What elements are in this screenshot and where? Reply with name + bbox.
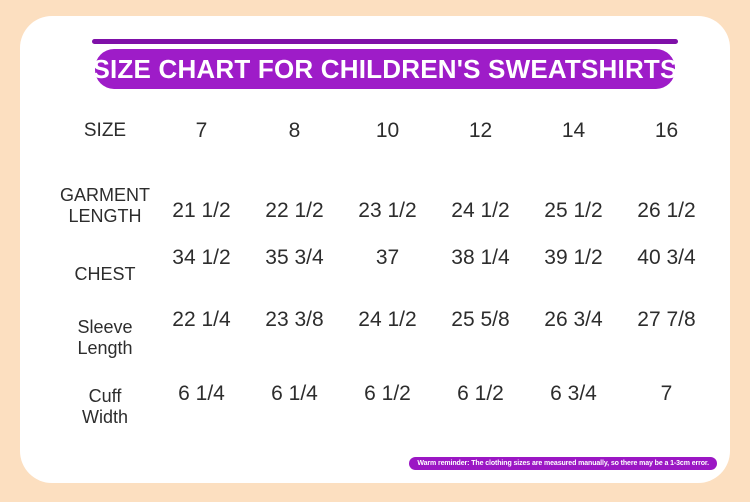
chest-size-16: 40 3/4: [637, 246, 696, 269]
page-title: SIZE CHART FOR CHILDREN'S SWEATSHIRTS: [92, 49, 677, 89]
table-row-sleeve-length: Sleeve Length 22 1/4 23 3/8 24 1/2 25 5/…: [55, 294, 713, 364]
garment-length-size-16: 26 1/2: [637, 199, 696, 222]
warm-reminder-note: Warm reminder: The clothing sizes are me…: [409, 457, 717, 470]
table-header-row: SIZE 7 8 10 12 14 16: [55, 111, 713, 151]
table-row-chest: CHEST 34 1/2 35 3/4 37 38 1/4 39 1/2 40 …: [55, 240, 713, 294]
header-size-14: 14: [561, 119, 586, 142]
sleeve-length-size-7: 22 1/4: [172, 308, 231, 331]
sleeve-length-size-8: 23 3/8: [265, 308, 324, 331]
row-label: Sleeve Length: [77, 316, 133, 358]
size-chart-card: SIZE CHART FOR CHILDREN'S SWEATSHIRTS SI…: [20, 16, 730, 483]
title-accent-bar: [92, 39, 678, 44]
sleeve-length-size-10: 24 1/2: [358, 308, 417, 331]
header-size-10: 10: [375, 119, 400, 142]
size-table: SIZE 7 8 10 12 14 16 GARMENT LENGTH 21 1…: [55, 111, 713, 434]
cuff-width-size-10: 6 1/2: [364, 382, 411, 405]
table-row-cuff-width: Cuff Width 6 1/4 6 1/4 6 1/2 6 1/2 6 3/4…: [55, 364, 713, 434]
cuff-width-size-16: 7: [660, 382, 673, 405]
chest-size-14: 39 1/2: [544, 246, 603, 269]
garment-length-size-12: 24 1/2: [451, 199, 510, 222]
chest-size-8: 35 3/4: [265, 246, 324, 269]
garment-length-size-7: 21 1/2: [172, 199, 231, 222]
header-size-16: 16: [654, 119, 679, 142]
chest-size-10: 37: [375, 246, 400, 269]
cuff-width-size-12: 6 1/2: [457, 382, 504, 405]
header-size-label: SIZE: [83, 119, 127, 141]
chest-size-12: 38 1/4: [451, 246, 510, 269]
chest-size-7: 34 1/2: [172, 246, 231, 269]
table-row-garment-length: GARMENT LENGTH 21 1/2 22 1/2 23 1/2 24 1…: [55, 176, 713, 240]
row-label: CHEST: [74, 264, 136, 285]
header-size-7: 7: [195, 119, 208, 142]
cuff-width-size-8: 6 1/4: [271, 382, 318, 405]
sleeve-length-size-12: 25 5/8: [451, 308, 510, 331]
sleeve-length-size-16: 27 7/8: [637, 308, 696, 331]
cuff-width-size-14: 6 3/4: [550, 382, 597, 405]
garment-length-size-8: 22 1/2: [265, 199, 324, 222]
garment-length-size-14: 25 1/2: [544, 199, 603, 222]
row-label: GARMENT LENGTH: [60, 184, 150, 226]
header-size-12: 12: [468, 119, 493, 142]
header-size-8: 8: [288, 119, 301, 142]
sleeve-length-size-14: 26 3/4: [544, 308, 603, 331]
garment-length-size-10: 23 1/2: [358, 199, 417, 222]
row-label: Cuff Width: [81, 385, 128, 427]
cuff-width-size-7: 6 1/4: [178, 382, 225, 405]
